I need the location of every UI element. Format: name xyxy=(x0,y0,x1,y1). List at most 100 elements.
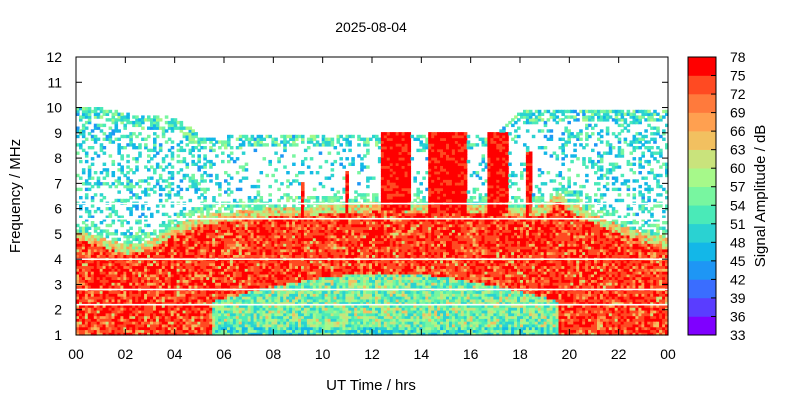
heatmap-cell xyxy=(158,254,163,258)
heatmap-cell xyxy=(87,232,92,236)
heatmap-cell xyxy=(117,321,121,325)
heatmap-cell xyxy=(292,276,296,280)
heatmap-cell xyxy=(339,329,343,333)
heatmap-cell xyxy=(79,254,83,258)
heatmap-cell xyxy=(315,198,320,203)
heatmap-cell xyxy=(298,240,302,244)
heatmap-cell xyxy=(232,159,237,164)
heatmap-cell xyxy=(200,165,204,169)
heatmap-cell xyxy=(153,237,157,242)
heatmap-cell xyxy=(212,276,216,280)
heatmap-cell xyxy=(301,282,305,286)
heatmap-cell xyxy=(203,229,207,233)
heatmap-cell xyxy=(153,273,157,278)
heatmap-cell xyxy=(161,262,166,267)
heatmap-cell xyxy=(241,310,246,314)
heatmap-cell xyxy=(111,265,116,269)
heatmap-cell xyxy=(76,223,80,228)
heatmap-cell xyxy=(108,318,113,322)
heatmap-cell xyxy=(79,243,83,247)
heatmap-cell xyxy=(336,315,341,319)
heatmap-cell xyxy=(164,315,169,319)
heatmap-cell xyxy=(244,290,249,294)
heatmap-cell xyxy=(218,184,222,189)
heatmap-cell xyxy=(76,271,80,275)
heatmap-cell xyxy=(333,298,338,303)
heatmap-cell xyxy=(179,212,184,217)
heatmap-cell xyxy=(150,251,154,255)
heatmap-cell xyxy=(241,229,246,233)
heatmap-cell xyxy=(298,254,302,258)
heatmap-cell xyxy=(238,254,243,258)
heatmap-cell xyxy=(197,296,201,300)
heatmap-cell xyxy=(324,243,329,247)
heatmap-cell xyxy=(324,332,329,336)
heatmap-cell xyxy=(221,234,225,239)
heatmap-cell xyxy=(324,234,329,239)
heatmap-cell xyxy=(286,332,290,336)
heatmap-cell xyxy=(295,137,299,141)
heatmap-cell xyxy=(292,279,296,283)
heatmap-cell xyxy=(81,123,86,128)
heatmap-cell xyxy=(150,265,154,269)
heatmap-cell xyxy=(212,232,216,236)
heatmap-cell xyxy=(191,237,195,242)
heatmap-cell xyxy=(318,240,323,244)
heatmap-cell xyxy=(141,254,145,258)
heatmap-cell xyxy=(315,329,320,333)
heatmap-cell xyxy=(203,298,207,303)
heatmap-cell xyxy=(179,251,184,255)
heatmap-cell xyxy=(185,304,190,308)
heatmap-cell xyxy=(147,134,151,139)
heatmap-cell xyxy=(90,326,95,331)
heatmap-cell xyxy=(203,326,207,331)
heatmap-cell xyxy=(262,326,267,331)
heatmap-cell xyxy=(235,318,240,322)
heatmap-cell xyxy=(147,332,151,336)
heatmap-cell xyxy=(123,315,127,319)
heatmap-cell xyxy=(197,312,201,317)
heatmap-cell xyxy=(173,237,178,242)
heatmap-cell xyxy=(164,329,169,333)
heatmap-cell xyxy=(274,290,278,294)
heatmap-cell xyxy=(336,304,341,308)
heatmap-cell xyxy=(90,215,95,219)
heatmap-cell xyxy=(235,321,240,325)
heatmap-cell xyxy=(99,318,104,322)
heatmap-cell xyxy=(306,310,311,314)
heatmap-cell xyxy=(209,204,213,208)
heatmap-cell xyxy=(203,237,207,242)
heatmap-cell xyxy=(330,237,335,242)
heatmap-cell xyxy=(141,229,145,233)
heatmap-cell xyxy=(144,254,148,258)
heatmap-cell xyxy=(224,229,228,233)
heatmap-cell xyxy=(114,232,119,236)
heatmap-cell xyxy=(277,307,281,311)
heatmap-cell xyxy=(173,273,178,278)
heatmap-cell xyxy=(247,273,252,278)
heatmap-cell xyxy=(321,332,326,336)
heatmap-cell xyxy=(123,240,127,244)
heatmap-cell xyxy=(99,332,104,336)
heatmap-cell xyxy=(173,218,178,222)
heatmap-cell xyxy=(114,293,119,297)
heatmap-cell xyxy=(158,173,163,178)
heatmap-cell xyxy=(209,279,213,283)
heatmap-cell xyxy=(339,318,343,322)
heatmap-cell xyxy=(79,176,83,180)
heatmap-cell xyxy=(262,143,267,147)
heatmap-cell xyxy=(147,234,151,239)
heatmap-cell xyxy=(99,240,104,244)
heatmap-cell xyxy=(221,240,225,244)
heatmap-cell xyxy=(212,312,216,317)
heatmap-cell xyxy=(271,321,275,325)
heatmap-cell xyxy=(203,243,207,247)
heatmap-cell xyxy=(161,179,166,183)
heatmap-cell xyxy=(298,273,302,278)
heatmap-cell xyxy=(268,326,272,331)
heatmap-cell xyxy=(295,304,299,308)
heatmap-cell xyxy=(348,273,352,278)
heatmap-cell xyxy=(99,143,104,147)
heatmap-cell xyxy=(203,254,207,258)
